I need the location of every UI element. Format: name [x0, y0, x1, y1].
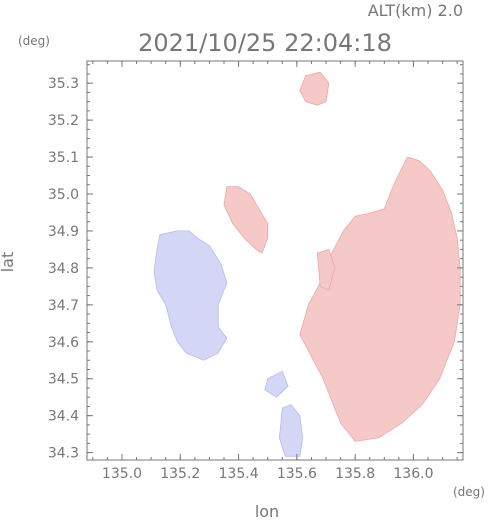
y-tick-label: 34.6: [48, 335, 79, 351]
y-tick-label: 34.9: [48, 224, 79, 240]
y-tick-label: 35.0: [48, 187, 79, 203]
y-unit-label: (deg): [18, 34, 50, 48]
x-tick-label: 135.4: [219, 466, 259, 482]
y-axis-label: lat: [0, 252, 17, 273]
y-tick-label: 35.2: [48, 113, 79, 129]
axis-ticks: 135.0 135.2 135.4 135.6 135.8 136.0 34.3 34.4 34…: [48, 61, 463, 482]
y-tick-label: 34.8: [48, 261, 79, 277]
echo-region-negative-7: [264, 370, 289, 398]
x-tick-label: 135.2: [160, 466, 200, 482]
x-tick-label: 135.8: [335, 466, 375, 482]
y-tick-label: 34.3: [48, 446, 79, 462]
y-tick-label: 35.3: [48, 76, 79, 92]
x-unit-label: (deg): [453, 485, 485, 499]
echo-regions: [153, 71, 461, 457]
echo-region-positive-5: [316, 248, 336, 291]
echo-region-negative-6: [278, 404, 304, 457]
echo-region-positive-3: [299, 71, 330, 106]
x-tick-label: 136.0: [393, 466, 433, 482]
echo-region-positive-4: [299, 156, 461, 442]
x-tick-label: 135.0: [102, 466, 142, 482]
echo-region-negative-1: [153, 230, 228, 361]
x-tick-label: 135.6: [277, 466, 317, 482]
echo-region-positive-2: [223, 186, 269, 254]
chart-title-timestamp: 2021/10/25 22:04:18: [138, 29, 392, 57]
y-tick-label: 34.4: [48, 409, 79, 425]
y-tick-label: 35.1: [48, 150, 79, 166]
y-tick-label: 34.7: [48, 298, 79, 314]
x-axis-label: lon: [255, 502, 279, 521]
y-tick-label: 34.5: [48, 372, 79, 388]
altitude-label: ALT(km) 2.0: [368, 1, 463, 20]
plot-frame: [86, 60, 464, 461]
